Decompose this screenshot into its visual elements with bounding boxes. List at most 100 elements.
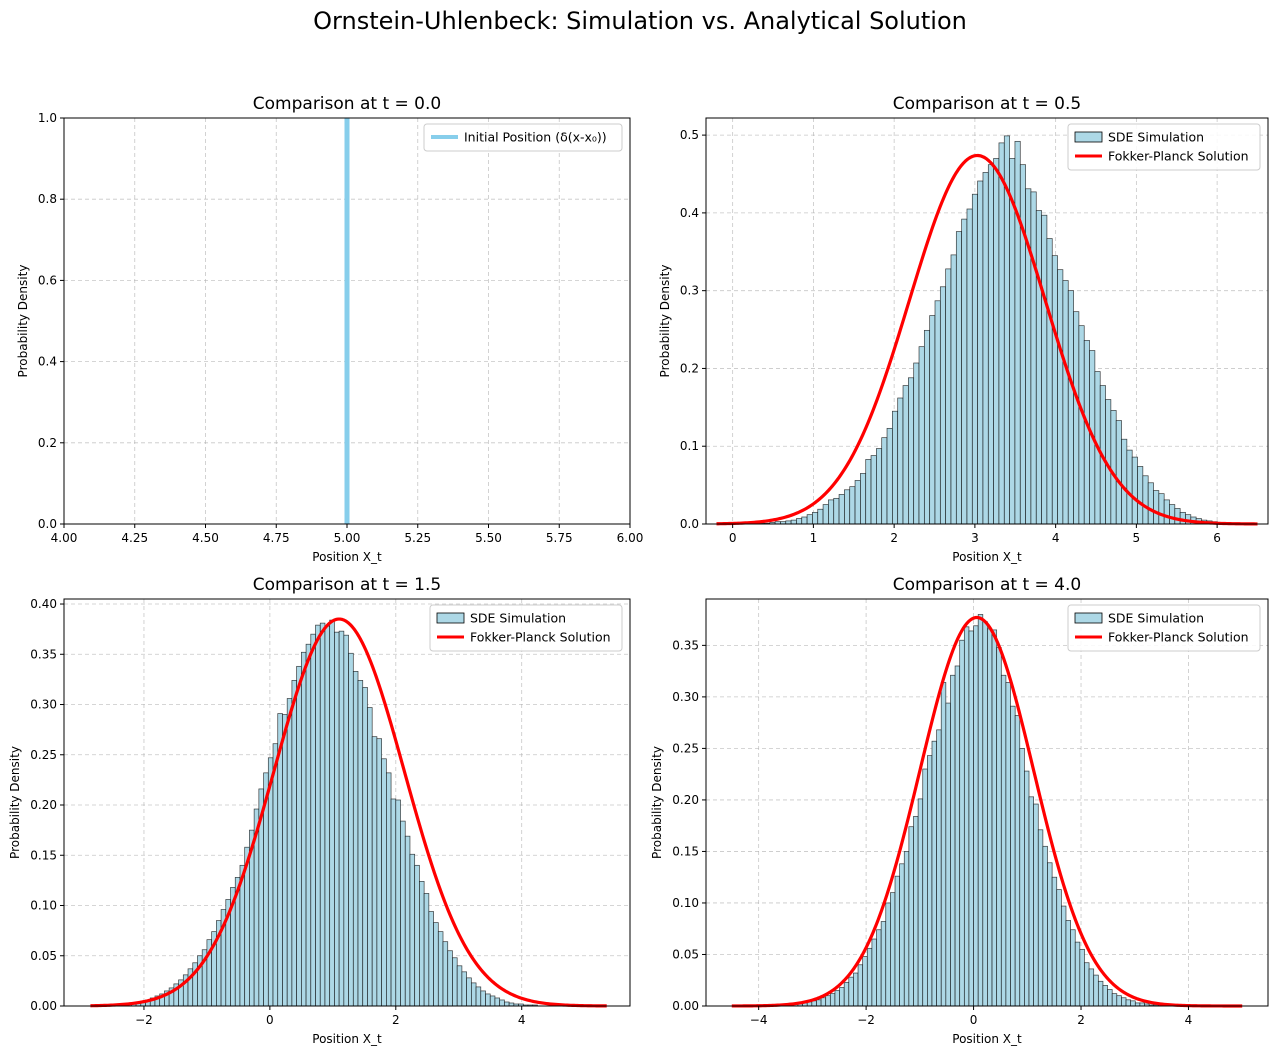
histogram-bar [886,427,893,525]
histogram-bar [376,738,382,1007]
histogram-bar [822,504,829,525]
histogram-bar [409,853,416,1007]
histogram-bar [1083,340,1090,525]
histogram-bar [286,698,293,1007]
histogram-bar [1097,980,1104,1007]
histogram-bar [922,768,928,1007]
histogram-bar [1074,941,1081,1007]
histogram-bar [456,965,463,1007]
y-tick-label: 0.05 [672,947,699,961]
histogram-bar [817,508,824,525]
y-axis-label: Probability Density [16,265,30,378]
histogram-bar [343,634,349,1007]
x-axis-label: Position X_t [312,550,382,564]
histogram-bar [357,680,364,1007]
histogram-bar [806,514,813,525]
legend: SDE Simulation Fokker-Planck Solution [1067,123,1261,171]
histogram-bar [489,995,496,1007]
histogram-bar [296,665,302,1007]
x-tick-label: 0 [970,1013,978,1027]
axes-frame [63,598,631,1007]
histogram-bar [894,875,900,1007]
histogram-bar [1116,995,1122,1007]
histogram-bar [1051,255,1058,525]
histogram-bar [1046,238,1053,525]
histogram-bar [461,971,467,1007]
x-tick-label: 3 [971,531,979,545]
histogram-bar [1169,504,1176,525]
legend-label: Fokker-Planck Solution [470,630,611,645]
histogram-bar [1121,997,1127,1007]
histogram-bar [838,494,845,525]
y-tick-label: 0.25 [672,741,699,755]
histogram-bar [1042,845,1048,1007]
histogram-bar [940,682,947,1007]
fokker-planck-curve [90,617,607,1008]
histogram-bar [1014,715,1021,1007]
histogram-bar [966,208,973,525]
histogram-bar [1158,493,1165,525]
chart-panel-1: 4.00 4.25 4.50 4.75 5.00 5.25 5.50 5.75 6.00 0.0 0… [16,94,643,564]
y-tick-label: 0.2 [680,361,699,375]
histogram-bar [881,437,888,525]
x-tick-label: 4.00 [51,531,78,545]
legend-label: SDE Simulation [470,611,566,626]
histogram-bar [854,480,861,525]
x-tick-label: 4.25 [121,531,148,545]
y-tick-label: 0.5 [680,128,699,142]
histogram-bar [820,997,827,1007]
y-axis-label: Probability Density [650,746,664,859]
histogram-bar [939,286,947,525]
x-tick-label: 5.50 [475,531,502,545]
y-tick-label: 0.20 [30,798,57,812]
histogram-bar [954,665,961,1007]
legend-label: Initial Position (δ(x-x₀)) [464,130,607,145]
histogram-bar [334,631,340,1007]
histogram-bar [885,902,891,1007]
histogram-bar [404,835,411,1007]
legend: Initial Position (δ(x-x₀)) [423,123,623,152]
histogram-bar [390,798,397,1007]
histogram-bar [442,941,449,1007]
histogram-bar [1061,905,1067,1007]
histogram-bar [923,329,931,525]
y-tick-label: 0.40 [30,597,57,611]
histogram-bar [1142,475,1149,525]
histogram-bar [385,772,392,1007]
histogram-bar [950,254,957,525]
histogram-bar [480,990,486,1007]
histogram-bar [494,997,501,1007]
histogram-bar [1009,158,1016,525]
histogram-bar [945,702,951,1007]
histogram-bar [982,172,989,525]
y-tick-label: 0.20 [672,793,699,807]
histogram-bar [825,995,831,1007]
histogram-bar [1107,989,1113,1007]
histogram-bar [959,639,965,1007]
panel-title: Comparison at t = 0.0 [253,94,441,114]
histogram-bar [319,622,326,1007]
histogram-bar [961,218,968,525]
histogram-bar [828,499,835,525]
histogram-bar [475,986,482,1007]
histogram-bar [913,816,919,1007]
histogram-bar [419,881,425,1007]
histogram-bar [367,707,373,1007]
legend-box [1067,604,1261,652]
histogram-bar [1078,325,1085,525]
histogram-bar [1102,985,1108,1007]
histogram-bar [1041,214,1048,525]
histogram-bar [866,947,873,1007]
histogram-bar [1084,962,1090,1007]
chart-panel-4: −4 −2 0 2 4 0.00 0.05 0.10 0.15 0.20 0.25 0.30 0.35 C… [650,575,1269,1046]
histogram-bar [1131,456,1138,525]
histogram-bar [968,630,974,1007]
histogram-bar [1019,748,1025,1007]
histogram-bar [950,674,956,1007]
histogram-bar [862,956,868,1007]
x-tick-label: 2 [392,1013,400,1027]
histogram-bar [870,455,877,525]
legend: SDE Simulation Fokker-Planck Solution [429,604,623,652]
legend-box [429,604,623,652]
y-tick-label: 0.2 [38,436,57,450]
